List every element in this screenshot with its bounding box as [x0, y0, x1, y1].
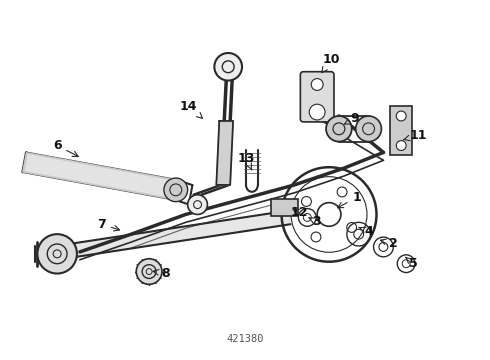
Text: 421380: 421380 [226, 334, 264, 345]
Circle shape [396, 111, 406, 121]
FancyBboxPatch shape [270, 199, 298, 216]
Text: 3: 3 [309, 215, 320, 228]
Text: 4: 4 [359, 225, 373, 238]
Circle shape [356, 116, 381, 141]
Circle shape [164, 178, 188, 202]
Circle shape [326, 116, 352, 141]
Circle shape [188, 195, 207, 215]
Text: 5: 5 [406, 257, 417, 270]
Text: 13: 13 [237, 152, 255, 170]
FancyBboxPatch shape [391, 106, 412, 156]
Polygon shape [23, 153, 177, 199]
Text: 9: 9 [344, 112, 359, 125]
Circle shape [309, 104, 325, 120]
Text: 2: 2 [380, 238, 398, 251]
Circle shape [396, 141, 406, 150]
Text: 8: 8 [153, 267, 170, 280]
FancyBboxPatch shape [300, 72, 334, 122]
Text: 7: 7 [98, 218, 120, 231]
Text: 10: 10 [322, 53, 340, 73]
Text: 14: 14 [180, 100, 202, 118]
Text: 11: 11 [404, 129, 427, 142]
Circle shape [311, 78, 323, 90]
Text: 1: 1 [338, 191, 361, 208]
Circle shape [37, 234, 77, 274]
Text: 6: 6 [53, 139, 78, 157]
Circle shape [136, 259, 162, 284]
Text: 12: 12 [291, 206, 308, 219]
Polygon shape [216, 121, 233, 185]
Circle shape [214, 53, 242, 81]
Polygon shape [49, 211, 291, 261]
